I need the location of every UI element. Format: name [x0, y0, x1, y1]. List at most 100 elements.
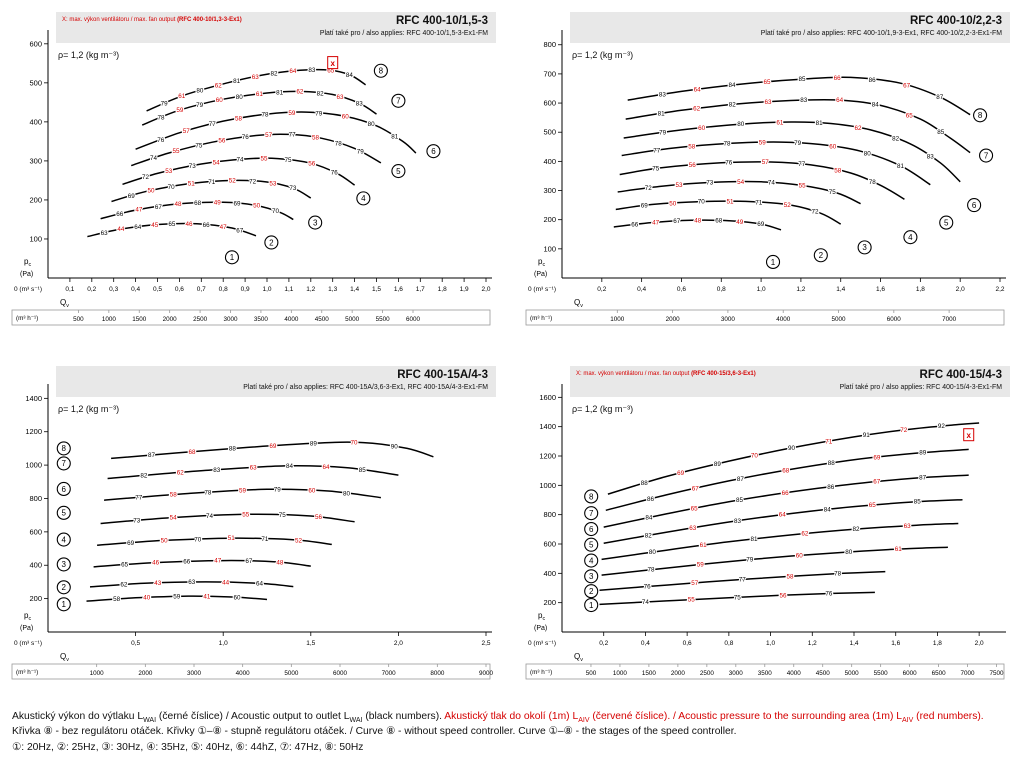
svg-text:60: 60: [342, 114, 350, 121]
curve-6: 76 57 77 58 78 59 79 60 80 81: [135, 109, 417, 154]
svg-text:49: 49: [214, 200, 222, 207]
svg-text:76: 76: [725, 160, 733, 167]
curve-3: 78 59 79 60 80 61: [601, 545, 948, 576]
svg-text:63: 63: [188, 579, 196, 586]
svg-text:6: 6: [431, 147, 436, 156]
svg-text:1: 1: [771, 258, 776, 267]
legend-red-segment: Akustický tlak do okolí (1m) LAIV (červe…: [444, 711, 983, 725]
svg-text:66: 66: [116, 211, 124, 218]
svg-text:1,8: 1,8: [916, 286, 925, 293]
legend-segment: Akustický výkon do výtlaku L: [12, 711, 144, 722]
flow-h-scale: (m³ h⁻¹) 500 1000 1500 2000 2500 3000 3500 4000 4…: [11, 309, 491, 326]
svg-text:63: 63: [904, 523, 912, 530]
svg-text:(m³ h⁻¹): (m³ h⁻¹): [16, 669, 38, 676]
svg-text:1,5: 1,5: [306, 640, 315, 647]
svg-text:7: 7: [984, 151, 989, 160]
chart-subtitle: Platí také pro / also applies: RFC 400-1…: [243, 383, 488, 391]
svg-text:69: 69: [127, 540, 135, 547]
svg-text:60: 60: [698, 125, 706, 132]
svg-text:1,0: 1,0: [757, 286, 766, 293]
svg-text:69: 69: [233, 201, 241, 208]
svg-text:78: 78: [869, 179, 877, 186]
svg-text:3500: 3500: [758, 670, 773, 677]
chart-title: RFC 400-10/2,2-3: [909, 15, 1002, 27]
svg-text:63: 63: [101, 230, 109, 237]
svg-text:1,1: 1,1: [284, 286, 293, 293]
curve-6: 77 58 78 59 79 60 80: [104, 485, 381, 503]
svg-text:85: 85: [798, 76, 806, 83]
svg-text:60: 60: [308, 488, 316, 495]
svg-text:400: 400: [543, 569, 556, 578]
svg-text:57: 57: [265, 132, 273, 139]
svg-text:5000: 5000: [845, 670, 860, 677]
svg-text:3000: 3000: [729, 670, 744, 677]
svg-text:59: 59: [288, 110, 296, 117]
svg-text:0 (m³ s⁻¹): 0 (m³ s⁻¹): [528, 640, 556, 647]
max-output-note: X: max. výkon ventilátoru / max. fan out…: [576, 371, 814, 379]
svg-text:71: 71: [755, 199, 763, 206]
svg-text:92: 92: [938, 423, 946, 430]
legend-subscript: WAI: [349, 717, 363, 725]
curve-4: 72 53 73 54 74 55 75 56 76: [122, 154, 356, 186]
svg-text:56: 56: [315, 514, 323, 521]
svg-text:85: 85: [937, 129, 945, 136]
svg-text:5000: 5000: [345, 316, 360, 323]
svg-text:83: 83: [800, 97, 808, 104]
svg-text:72: 72: [142, 174, 150, 181]
svg-text:300: 300: [29, 156, 42, 165]
svg-text:65: 65: [906, 112, 914, 119]
svg-text:1600: 1600: [539, 393, 556, 402]
svg-text:7: 7: [62, 459, 67, 468]
svg-text:61: 61: [700, 542, 708, 549]
svg-text:(Pa): (Pa): [534, 271, 547, 278]
svg-text:51: 51: [228, 535, 236, 542]
svg-text:500: 500: [543, 128, 556, 137]
curve-5: 74 55 75 56 76 57 77 58 78 79: [130, 130, 382, 167]
svg-text:100: 100: [29, 234, 42, 243]
svg-text:1,8: 1,8: [438, 286, 447, 293]
svg-text:1,0: 1,0: [262, 286, 271, 293]
svg-text:70: 70: [168, 184, 176, 191]
svg-text:79: 79: [196, 102, 204, 109]
curve-8: 87 68 88 69 89 70 90: [111, 439, 434, 460]
svg-text:1000: 1000: [610, 316, 625, 323]
svg-text:2: 2: [819, 251, 824, 260]
svg-text:50: 50: [669, 200, 677, 207]
svg-text:6000: 6000: [333, 670, 348, 677]
svg-text:2000: 2000: [138, 670, 153, 677]
axis-labels: 200 400 600 800 1000 1200 1400 1600 pc (Pa) 0,2 0,4…: [528, 393, 984, 663]
fan-curve-plot: 200 400 600 800 1000 1200 1400 1600 pc (Pa) 0,2 0,4…: [525, 384, 1006, 680]
svg-text:1,6: 1,6: [394, 286, 403, 293]
svg-text:7500: 7500: [990, 670, 1005, 677]
svg-text:66: 66: [183, 559, 191, 566]
svg-text:81: 81: [391, 134, 399, 141]
svg-text:82: 82: [645, 532, 653, 539]
svg-text:83: 83: [213, 467, 221, 474]
svg-text:46: 46: [185, 221, 193, 228]
svg-text:62: 62: [693, 106, 701, 113]
svg-text:100: 100: [543, 244, 556, 253]
svg-text:55: 55: [260, 156, 268, 163]
svg-text:200: 200: [29, 594, 42, 603]
svg-text:60: 60: [233, 594, 241, 601]
curve-1: 66 47 67 48 68 49 69: [613, 216, 782, 231]
svg-text:81: 81: [897, 163, 905, 170]
svg-text:(m³ h⁻¹): (m³ h⁻¹): [16, 315, 38, 322]
svg-text:68: 68: [715, 218, 723, 225]
svg-text:65: 65: [327, 68, 335, 75]
svg-text:Qv: Qv: [574, 298, 583, 309]
svg-text:0,8: 0,8: [219, 286, 228, 293]
legend-subscript: AIV: [578, 717, 590, 725]
svg-text:65: 65: [869, 502, 877, 509]
svg-text:88: 88: [641, 480, 649, 487]
svg-text:63: 63: [336, 94, 344, 101]
svg-text:4000: 4000: [787, 670, 802, 677]
svg-text:65: 65: [691, 506, 699, 513]
svg-text:3500: 3500: [254, 316, 269, 323]
svg-text:pc: pc: [24, 257, 31, 268]
svg-text:56: 56: [218, 138, 226, 145]
svg-text:60: 60: [829, 144, 837, 151]
